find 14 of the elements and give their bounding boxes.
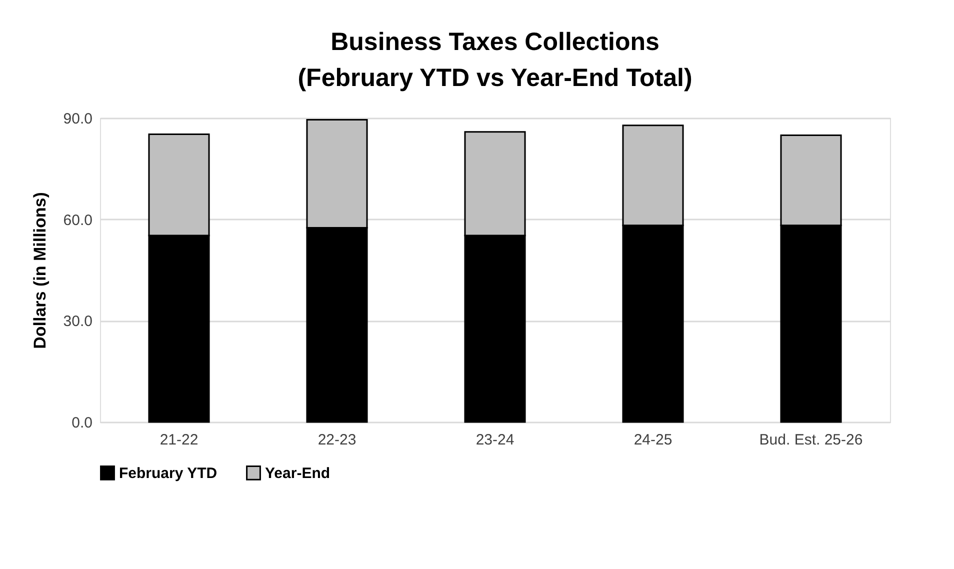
x-tick-label: 22-23 (318, 432, 356, 448)
legend-label: February YTD (119, 464, 218, 482)
text: (February YTD vs Year-End Total) (298, 64, 692, 92)
x-tick-label: 23-24 (476, 432, 514, 448)
text: Business Taxes Collections (330, 28, 660, 56)
y-tick-label: 0.0 (72, 414, 92, 432)
y-tick-label: 60.0 (63, 212, 92, 229)
legend-label: Year-End (265, 464, 330, 482)
y-axis-title: Dollars (in Millions) (30, 192, 50, 349)
x-tick-label: 24-25 (634, 432, 672, 448)
x-tick-label: Bud. Est. 25-26 (759, 432, 863, 448)
x-tick-label: 21-22 (160, 432, 198, 448)
y-tick-label: 30.0 (63, 313, 92, 330)
y-tick-label: 90.0 (63, 110, 92, 128)
